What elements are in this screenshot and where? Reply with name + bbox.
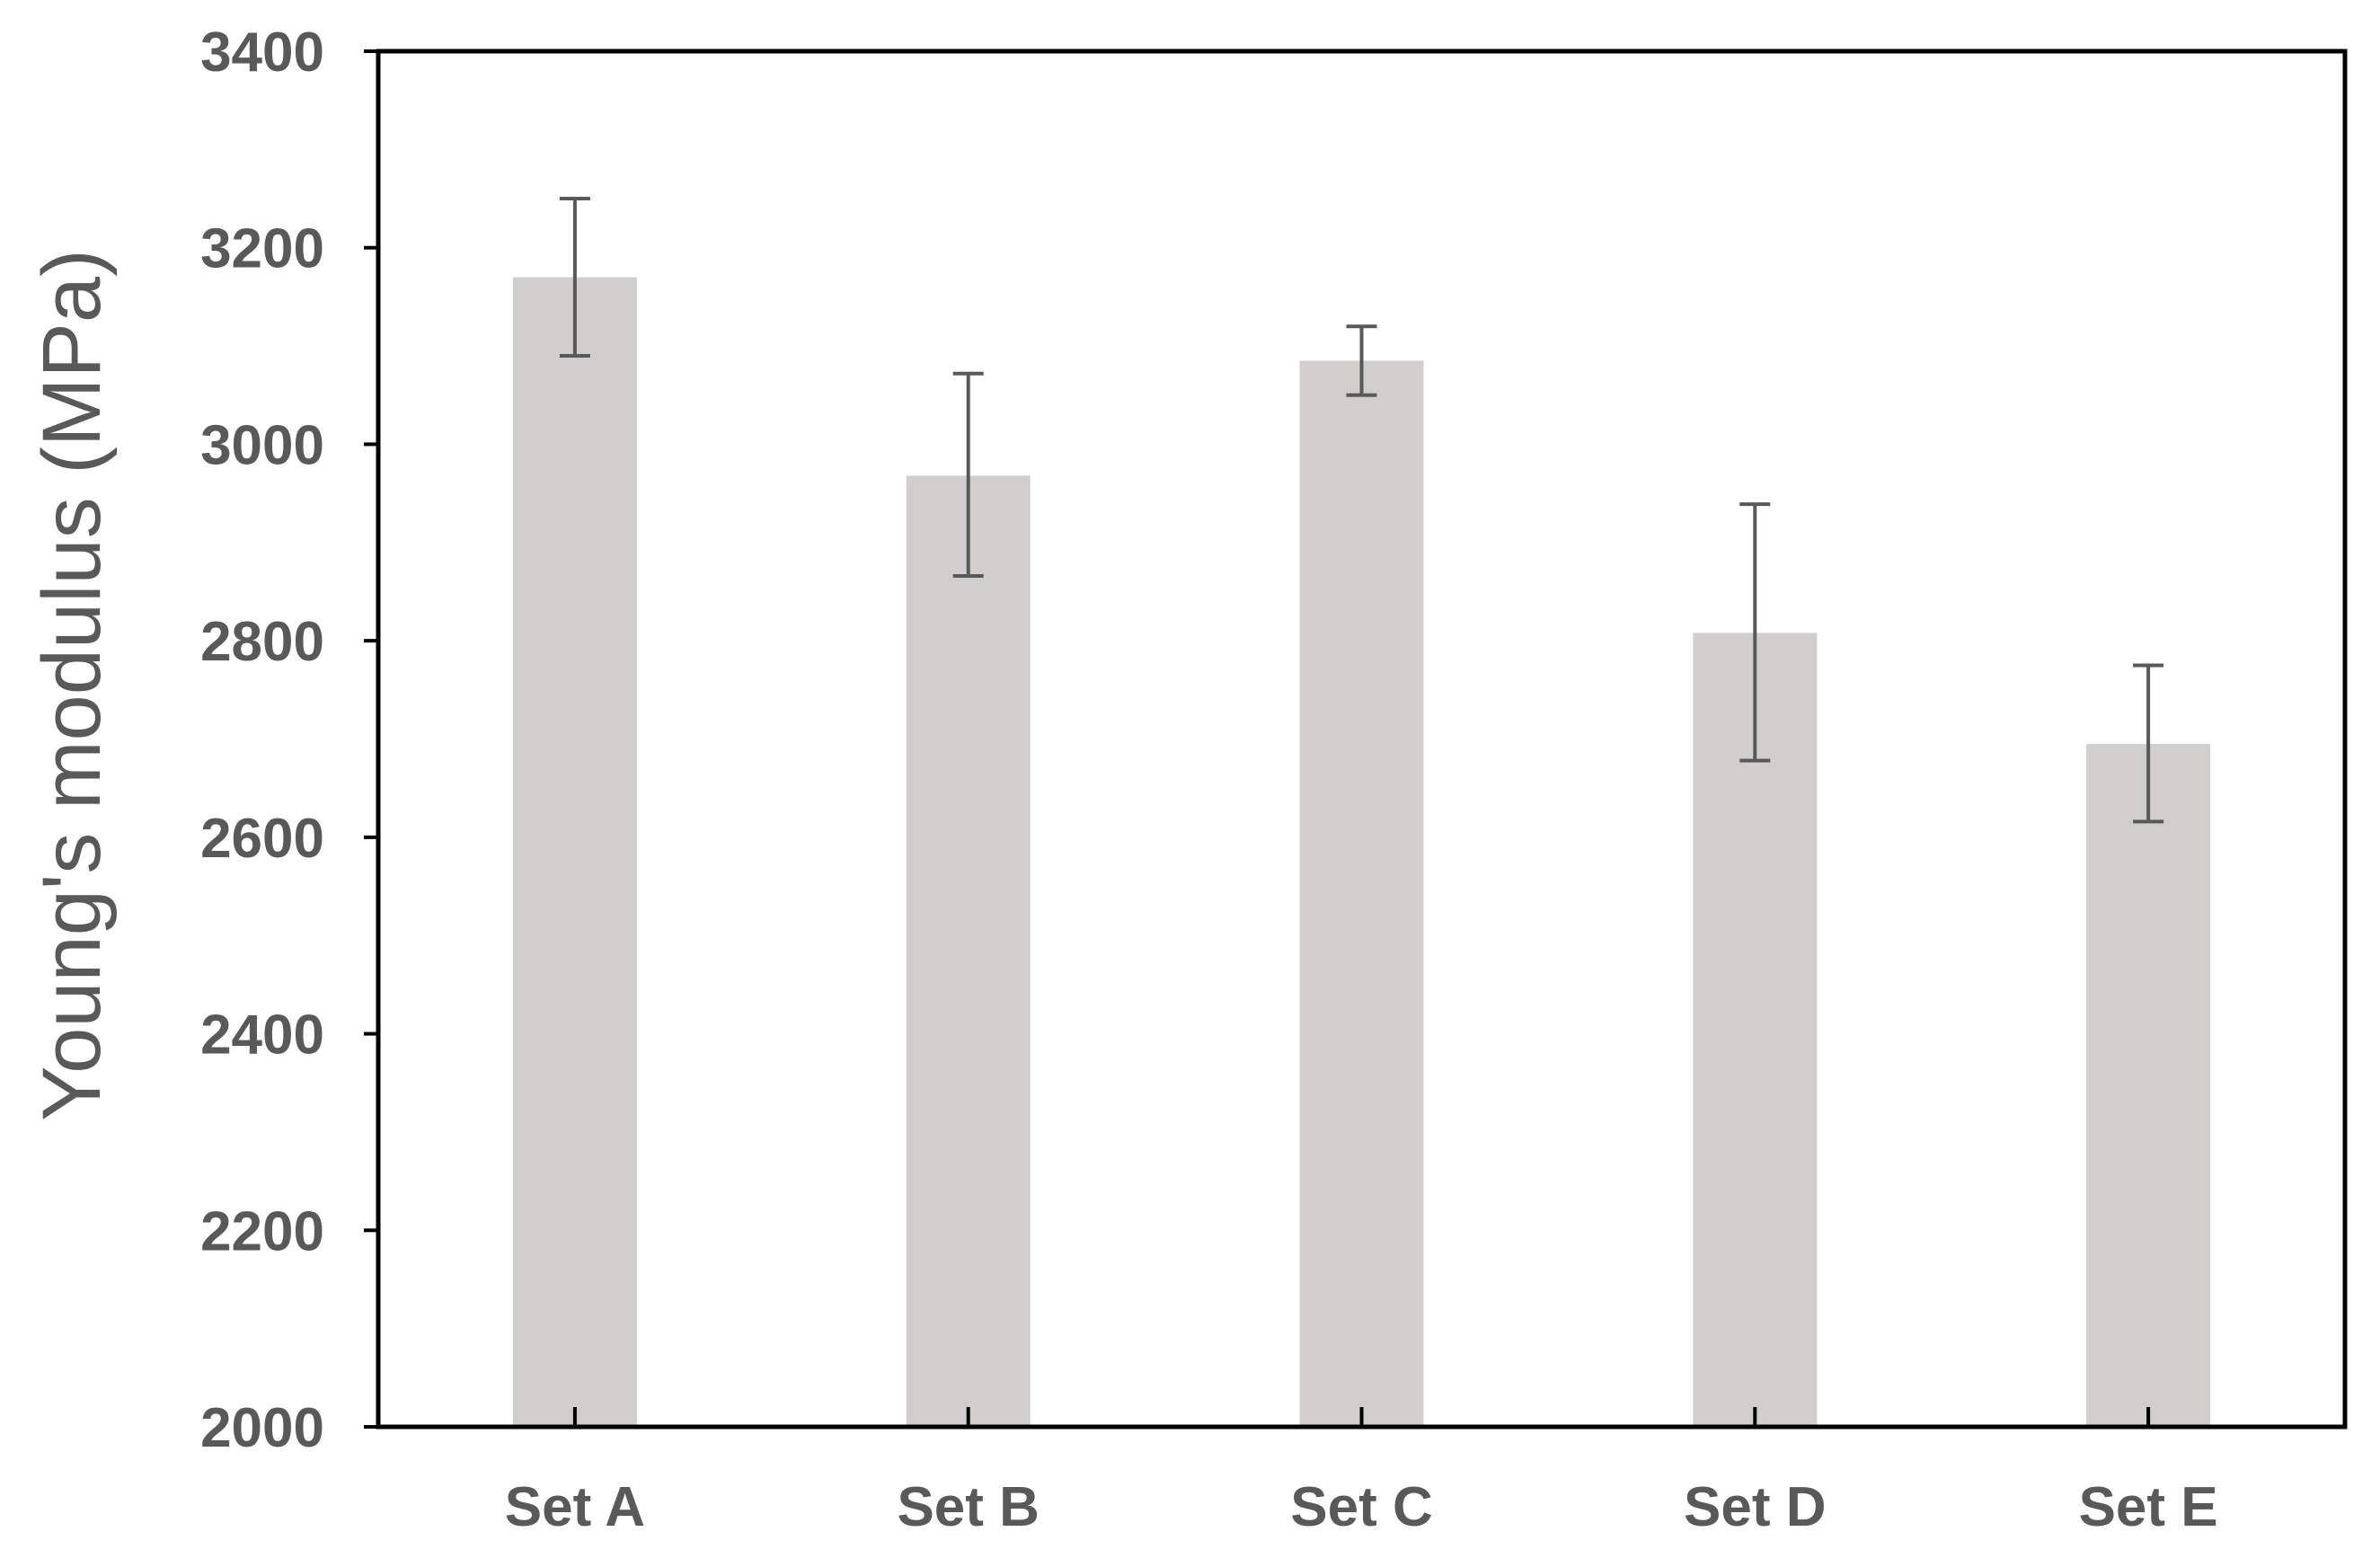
bar-3 — [1299, 360, 1424, 1428]
y-tick-label: 2800 — [200, 611, 324, 673]
error-bar-3 — [1346, 324, 1377, 397]
bar-1 — [512, 277, 637, 1427]
y-tick-label: 2200 — [200, 1200, 324, 1262]
x-tick-label: Set D — [1684, 1476, 1826, 1538]
bar-4 — [1693, 633, 1818, 1427]
bar-5 — [2086, 743, 2211, 1427]
error-bar-1 — [559, 197, 590, 359]
x-axis-ticks: Set A Set B Set C Set D Set E — [505, 1407, 2218, 1538]
bars-layer — [512, 277, 2211, 1428]
error-bars-layer — [559, 197, 2164, 824]
error-bar-4 — [1739, 502, 1771, 763]
y-tick-label: 3000 — [200, 414, 324, 476]
x-tick-label: Set A — [505, 1476, 645, 1538]
error-bar-2 — [952, 371, 984, 578]
y-axis-title: Young's modulus (MPa) — [26, 249, 118, 1120]
y-tick-label: 3400 — [200, 22, 324, 84]
error-bar-5 — [2133, 663, 2164, 824]
y-axis-ticks: 2000 2200 2400 2600 2800 3000 3200 3400 — [200, 22, 378, 1459]
x-tick-label: Set C — [1290, 1476, 1432, 1538]
y-tick-label: 3200 — [200, 218, 324, 280]
x-tick-label: Set E — [2079, 1476, 2218, 1538]
bar-2 — [906, 475, 1031, 1427]
y-tick-label: 2600 — [200, 808, 324, 870]
y-tick-label: 2000 — [200, 1397, 324, 1459]
x-tick-label: Set B — [897, 1476, 1039, 1538]
y-tick-label: 2400 — [200, 1005, 324, 1067]
